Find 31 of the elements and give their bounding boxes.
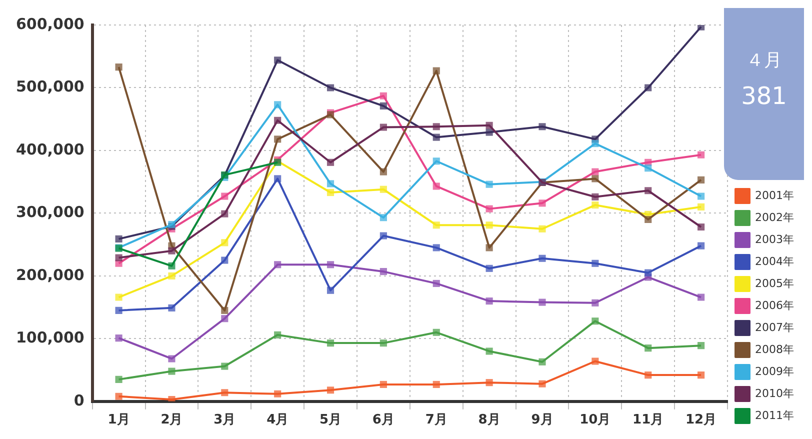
legend-label: 2003年: [755, 232, 794, 246]
x-tick-label: 3月: [214, 412, 236, 428]
y-tick-label: 300,000: [16, 203, 84, 222]
legend-label: 2004年: [755, 254, 794, 268]
y-tick-label: 200,000: [16, 266, 84, 284]
legend-label: 2010年: [755, 386, 794, 400]
x-tick-label: 5月: [319, 412, 342, 428]
y-tick-label: 500,000: [16, 78, 84, 96]
x-tick-label: 12月: [685, 412, 717, 428]
legend-label: 2006年: [755, 298, 794, 312]
x-tick-label: 9月: [531, 412, 554, 428]
x-tick-label: 6月: [372, 412, 394, 428]
speech-bubble: ４月 381: [724, 8, 804, 180]
legend-label: 2008年: [755, 342, 794, 356]
legend-label: 2001年: [755, 188, 794, 202]
y-tick-label: 0: [74, 391, 84, 410]
x-tick-label: 1月: [108, 412, 130, 428]
legend-label: 2009年: [755, 364, 794, 378]
y-tick-label: 600,000: [16, 14, 84, 33]
y-tick-label: 100,000: [16, 328, 84, 347]
x-tick-label: 8月: [478, 412, 500, 428]
x-tick-label: 10月: [580, 412, 611, 428]
legend-label: 2002年: [755, 210, 794, 224]
x-tick-label: 7月: [425, 412, 448, 428]
y-tick-label: 400,000: [16, 140, 84, 158]
x-tick-label: 4月: [266, 412, 289, 428]
legend-label: 2007年: [755, 320, 794, 334]
x-tick-label: 2月: [160, 412, 183, 428]
x-tick-label: 11月: [632, 412, 664, 428]
legend-label: 2005年: [755, 276, 794, 290]
legend-label: 2011年: [755, 408, 794, 422]
